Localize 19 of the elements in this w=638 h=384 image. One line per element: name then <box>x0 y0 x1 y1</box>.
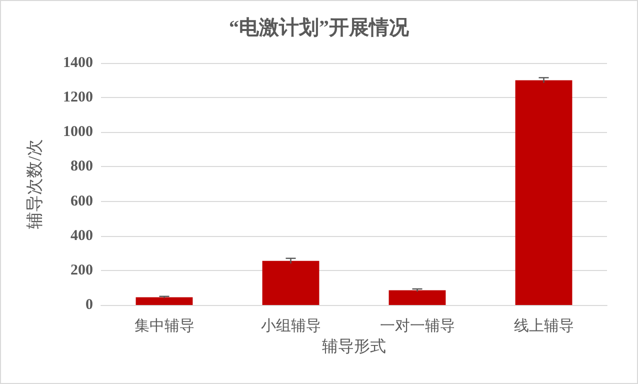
y-tick-label: 800 <box>70 158 93 175</box>
x-tick-label: 一对一辅导 <box>380 318 455 334</box>
y-tick-label: 0 <box>86 297 93 313</box>
bar <box>388 290 446 305</box>
x-tick-label: 线上辅导 <box>514 318 574 334</box>
y-tick-label: 200 <box>70 262 93 278</box>
bar <box>262 260 320 305</box>
x-tick-label: 小组辅导 <box>260 318 321 334</box>
y-tick-label: 1400 <box>63 55 93 71</box>
y-tick-label: 600 <box>70 193 93 210</box>
y-tick-label: 1000 <box>63 124 93 140</box>
y-axis-title: 辅导次数/次 <box>25 139 44 229</box>
x-tick-label: 集中辅导 <box>134 318 194 334</box>
bar <box>136 297 193 305</box>
x-axis-title: 辅导形式 <box>322 338 386 356</box>
chart-title: “电激计划”开展情况 <box>229 17 410 39</box>
bar <box>515 80 572 305</box>
y-tick-label: 1200 <box>63 90 93 106</box>
y-tick-label: 400 <box>70 228 93 244</box>
